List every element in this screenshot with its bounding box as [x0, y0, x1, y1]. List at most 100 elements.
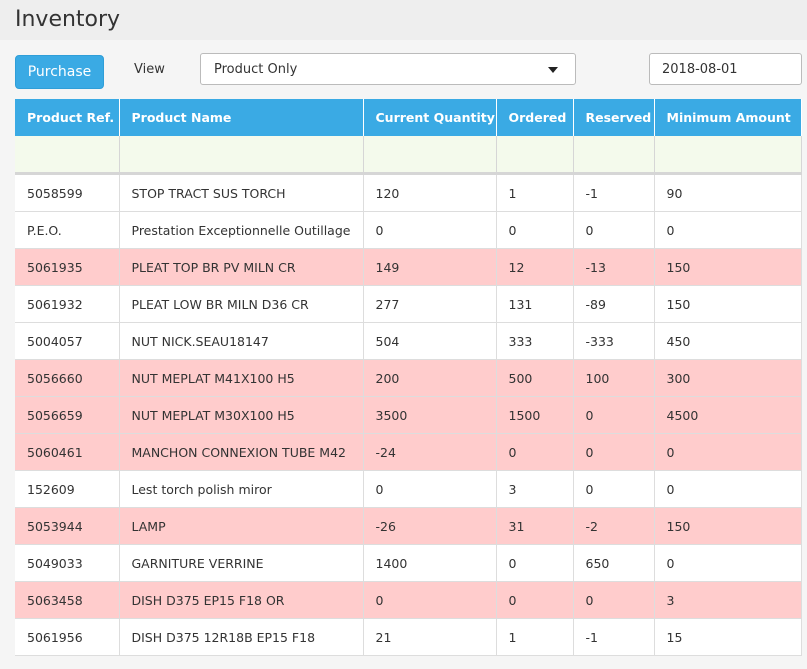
cell-product-name: MANCHON CONNEXION TUBE M42	[119, 433, 364, 471]
cell-product-ref: 152609	[15, 470, 120, 508]
title-bar: Inventory	[0, 0, 807, 40]
column-header-reserved[interactable]: Reserved	[573, 99, 655, 136]
inventory-table: Product Ref. Product Name Current Quanti…	[15, 99, 802, 656]
table-row[interactable]: 5004057 NUT NICK.SEAU18147 504 333 -333 450	[15, 322, 802, 360]
filter-cell-product-name[interactable]	[119, 136, 364, 175]
cell-ordered: 131	[496, 285, 574, 323]
cell-current-quantity: 0	[363, 211, 497, 249]
filter-cell-product-ref[interactable]	[15, 136, 120, 175]
table-row[interactable]: 5061932 PLEAT LOW BR MILN D36 CR 277 131 -89…	[15, 285, 802, 323]
cell-ordered: 0	[496, 544, 574, 582]
cell-minimum-amount: 150	[654, 248, 802, 286]
table-row[interactable]: 5061956 DISH D375 12R18B EP15 F18 21 1 -1 15	[15, 618, 802, 656]
cell-product-ref: 5058599	[15, 173, 120, 212]
date-input[interactable]	[649, 53, 802, 85]
cell-ordered: 1	[496, 618, 574, 656]
cell-minimum-amount: 3	[654, 581, 802, 619]
column-header-product-ref[interactable]: Product Ref.	[15, 99, 120, 136]
cell-minimum-amount: 0	[654, 544, 802, 582]
cell-product-ref: 5061956	[15, 618, 120, 656]
table-row[interactable]: 5061935 PLEAT TOP BR PV MILN CR 149 12 -13 15…	[15, 248, 802, 286]
cell-minimum-amount: 300	[654, 359, 802, 397]
cell-current-quantity: 21	[363, 618, 497, 656]
cell-minimum-amount: 150	[654, 285, 802, 323]
cell-minimum-amount: 4500	[654, 396, 802, 434]
cell-current-quantity: 120	[363, 173, 497, 212]
filter-cell-ordered[interactable]	[496, 136, 574, 175]
cell-ordered: 12	[496, 248, 574, 286]
cell-reserved: 0	[573, 581, 655, 619]
cell-product-name: LAMP	[119, 507, 364, 545]
table-header-row: Product Ref. Product Name Current Quanti…	[15, 99, 801, 136]
table-row[interactable]: 5056659 NUT MEPLAT M30X100 H5 3500 1500 0 450…	[15, 396, 802, 434]
cell-product-name: NUT MEPLAT M30X100 H5	[119, 396, 364, 434]
cell-ordered: 3	[496, 470, 574, 508]
cell-ordered: 0	[496, 433, 574, 471]
cell-ordered: 31	[496, 507, 574, 545]
cell-reserved: 0	[573, 211, 655, 249]
cell-product-ref: 5060461	[15, 433, 120, 471]
cell-product-name: GARNITURE VERRINE	[119, 544, 364, 582]
cell-product-name: NUT NICK.SEAU18147	[119, 322, 364, 360]
cell-current-quantity: 0	[363, 470, 497, 508]
filter-cell-current-quantity[interactable]	[363, 136, 497, 175]
table-row[interactable]: 5049033 GARNITURE VERRINE 1400 0 650 0	[15, 544, 802, 582]
table-row[interactable]: 5056660 NUT MEPLAT M41X100 H5 200 500 100 300	[15, 359, 802, 397]
filter-row	[15, 136, 802, 175]
cell-minimum-amount: 150	[654, 507, 802, 545]
cell-minimum-amount: 0	[654, 433, 802, 471]
cell-product-ref: 5056659	[15, 396, 120, 434]
column-header-current-quantity[interactable]: Current Quantity	[363, 99, 497, 136]
cell-ordered: 0	[496, 581, 574, 619]
cell-product-ref: 5004057	[15, 322, 120, 360]
cell-minimum-amount: 90	[654, 173, 802, 212]
view-label: View	[134, 62, 165, 77]
view-select-value: Product Only	[214, 62, 298, 77]
cell-reserved: -89	[573, 285, 655, 323]
cell-ordered: 500	[496, 359, 574, 397]
cell-product-name: NUT MEPLAT M41X100 H5	[119, 359, 364, 397]
cell-reserved: 100	[573, 359, 655, 397]
table-row[interactable]: 5053944 LAMP -26 31 -2 150	[15, 507, 802, 545]
cell-product-ref: 5056660	[15, 359, 120, 397]
cell-product-name: Prestation Exceptionnelle Outillage	[119, 211, 364, 249]
cell-minimum-amount: 0	[654, 211, 802, 249]
column-header-ordered[interactable]: Ordered	[496, 99, 574, 136]
cell-current-quantity: 149	[363, 248, 497, 286]
purchase-button[interactable]: Purchase	[15, 55, 104, 89]
cell-current-quantity: 504	[363, 322, 497, 360]
filter-cell-minimum-amount[interactable]	[654, 136, 802, 175]
filter-cell-reserved[interactable]	[573, 136, 655, 175]
table-row[interactable]: 5058599 STOP TRACT SUS TORCH 120 1 -1 90	[15, 173, 802, 212]
cell-reserved: -333	[573, 322, 655, 360]
cell-product-name: Lest torch polish miror	[119, 470, 364, 508]
cell-current-quantity: 0	[363, 581, 497, 619]
cell-product-ref: 5049033	[15, 544, 120, 582]
table-row[interactable]: P.E.O. Prestation Exceptionnelle Outillag…	[15, 211, 802, 249]
toolbar: Purchase View Product Only	[0, 40, 807, 98]
cell-product-name: PLEAT LOW BR MILN D36 CR	[119, 285, 364, 323]
cell-current-quantity: 200	[363, 359, 497, 397]
cell-current-quantity: 277	[363, 285, 497, 323]
cell-product-name: STOP TRACT SUS TORCH	[119, 173, 364, 212]
table-row[interactable]: 152609 Lest torch polish miror 0 3 0 0	[15, 470, 802, 508]
table-row[interactable]: 5060461 MANCHON CONNEXION TUBE M42 -24 0 0 0	[15, 433, 802, 471]
cell-reserved: 0	[573, 396, 655, 434]
cell-reserved: -1	[573, 618, 655, 656]
column-header-product-name[interactable]: Product Name	[119, 99, 364, 136]
cell-ordered: 333	[496, 322, 574, 360]
cell-minimum-amount: 450	[654, 322, 802, 360]
cell-reserved: 0	[573, 433, 655, 471]
cell-current-quantity: 3500	[363, 396, 497, 434]
cell-ordered: 1500	[496, 396, 574, 434]
cell-ordered: 0	[496, 211, 574, 249]
chevron-down-icon	[548, 67, 558, 73]
view-select[interactable]: Product Only	[200, 53, 576, 85]
cell-current-quantity: -24	[363, 433, 497, 471]
cell-minimum-amount: 0	[654, 470, 802, 508]
table-row[interactable]: 5063458 DISH D375 EP15 F18 OR 0 0 0 3	[15, 581, 802, 619]
cell-minimum-amount: 15	[654, 618, 802, 656]
cell-reserved: -13	[573, 248, 655, 286]
column-header-minimum-amount[interactable]: Minimum Amount	[654, 99, 801, 136]
cell-product-name: DISH D375 12R18B EP15 F18	[119, 618, 364, 656]
